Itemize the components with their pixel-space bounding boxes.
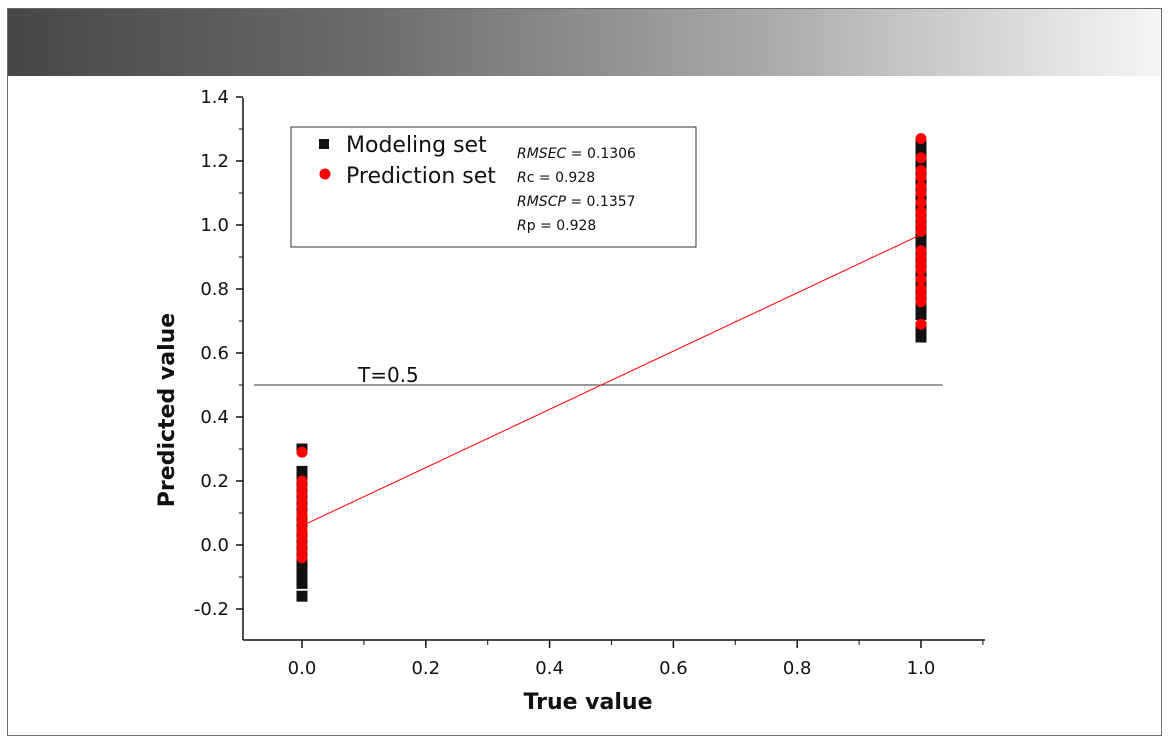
modeling-set-point <box>915 302 927 314</box>
prediction-set-point <box>915 152 927 164</box>
y-tick-label: 1.2 <box>200 151 229 172</box>
prediction-set-point <box>915 181 927 193</box>
y-tick-label: -0.2 <box>194 599 229 620</box>
modeling-set-point <box>296 465 308 477</box>
header-banner <box>8 9 1161 76</box>
y-axis-title: Predicted value <box>155 313 180 507</box>
prediction-set-point <box>915 273 927 285</box>
modeling-set-point <box>296 561 308 573</box>
prediction-set-point <box>915 283 927 295</box>
modeling-set-point <box>915 232 927 244</box>
legend-circle-icon <box>319 168 331 180</box>
y-tick-label: 0.2 <box>200 471 229 492</box>
threshold-label: T=0.5 <box>357 363 419 387</box>
stat-line: RMSEC = 0.1306 <box>517 146 636 162</box>
y-tick-label: 0.6 <box>200 343 229 364</box>
axes <box>242 98 985 641</box>
stat-line: Rp = 0.928 <box>517 218 596 234</box>
legend: Modeling set Prediction set RMSEC = 0.1306… <box>290 126 697 248</box>
prediction-set-point <box>915 245 927 257</box>
x-tick-label: 0.0 <box>288 658 317 679</box>
fit-line <box>301 234 922 527</box>
prediction-set-point <box>915 133 927 145</box>
x-tick-label: 0.2 <box>411 658 440 679</box>
prediction-set-point <box>915 165 927 177</box>
y-tick-label: 0.8 <box>200 279 229 300</box>
y-tick-label: 0.0 <box>200 535 229 556</box>
modeling-set-point <box>915 331 927 343</box>
fit-line-group <box>301 234 922 527</box>
prediction-set-point <box>296 475 308 487</box>
modeling-set-point <box>915 238 927 250</box>
stat-line: Rc = 0.928 <box>517 170 595 186</box>
prediction-set-point <box>296 446 308 458</box>
prediction-set-point <box>915 206 927 218</box>
y-tick-label: 1.0 <box>200 215 229 236</box>
x-tick-label: 0.4 <box>535 658 564 679</box>
data-marks <box>296 133 927 602</box>
modeling-set-point <box>296 590 308 602</box>
x-tick-label: 1.0 <box>907 658 936 679</box>
threshold-group: T=0.5 <box>254 363 943 387</box>
modeling-set-point <box>915 309 927 321</box>
tick-group: -0.2 0.0 0.2 0.4 0.6 0.8 1.0 1.2 1.4 0.0 0.2 0.4 0.6… <box>194 87 984 679</box>
modeling-set-point <box>915 139 927 151</box>
x-tick-label: 0.8 <box>783 658 812 679</box>
x-tick-label: 0.6 <box>659 658 688 679</box>
prediction-set-point <box>915 197 927 209</box>
modeling-set-point <box>296 568 308 580</box>
legend-modeling-set: Modeling set <box>346 133 487 158</box>
legend-square-icon <box>319 139 329 149</box>
stat-line: RMSCP = 0.1357 <box>517 194 636 210</box>
prediction-set-point <box>915 318 927 330</box>
y-tick-label: 0.4 <box>200 407 229 428</box>
legend-box <box>290 126 697 248</box>
x-axis-title: True value <box>524 690 653 715</box>
y-tick-label: 1.4 <box>200 87 229 108</box>
legend-prediction-set: Prediction set <box>346 164 496 189</box>
